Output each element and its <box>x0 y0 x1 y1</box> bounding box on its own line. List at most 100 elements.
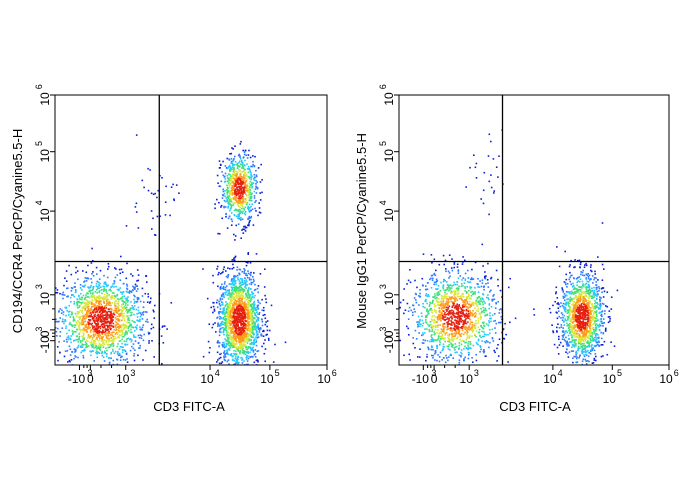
event-dot <box>463 282 466 284</box>
event-dot <box>247 303 250 306</box>
event-dot <box>233 308 235 310</box>
event-dot <box>251 355 254 358</box>
event-dot <box>254 324 256 326</box>
event-dot <box>107 332 109 334</box>
event-dot <box>230 327 233 329</box>
event-dot <box>494 319 496 322</box>
event-dot <box>252 320 254 323</box>
event-dot <box>125 225 128 227</box>
event-dot <box>226 320 229 323</box>
event-dot <box>569 341 571 343</box>
event-dot <box>134 288 136 290</box>
event-dot <box>403 288 405 290</box>
event-dot <box>492 158 495 160</box>
event-dot <box>218 311 220 313</box>
event-dot <box>150 297 152 300</box>
event-dot <box>495 369 497 371</box>
event-dot <box>598 324 600 327</box>
event-dot <box>236 190 238 193</box>
event-dot <box>246 298 249 300</box>
event-dot <box>255 339 258 341</box>
event-dot <box>234 298 237 300</box>
event-dot <box>448 254 451 256</box>
event-dot <box>86 323 89 325</box>
event-dot <box>144 349 147 352</box>
event-dot <box>555 291 557 293</box>
event-dot <box>98 285 101 287</box>
event-dot <box>103 343 106 345</box>
event-dot <box>576 259 579 262</box>
event-dot <box>249 199 252 202</box>
event-dot <box>242 290 245 293</box>
event-dot <box>253 307 256 310</box>
event-dot <box>458 361 461 364</box>
event-dot <box>247 324 249 327</box>
event-dot <box>231 343 234 345</box>
event-dot <box>230 321 233 324</box>
event-dot <box>91 296 93 299</box>
event-dot <box>240 237 242 239</box>
event-dot <box>236 174 238 176</box>
event-dot <box>229 170 232 172</box>
event-dot <box>464 272 467 275</box>
event-dot <box>222 271 224 273</box>
event-dot <box>247 340 249 342</box>
event-dot <box>219 305 222 307</box>
event-dot <box>237 328 240 330</box>
event-dot <box>84 302 87 304</box>
event-dot <box>576 352 578 354</box>
event-dot <box>240 286 243 289</box>
event-dot <box>249 367 251 369</box>
event-dot <box>110 336 113 339</box>
event-dot <box>228 202 231 205</box>
event-dot <box>232 160 234 162</box>
event-dot <box>101 306 104 308</box>
event-dot <box>126 299 128 301</box>
event-dot <box>247 171 250 174</box>
event-dot <box>142 313 145 316</box>
event-dot <box>241 207 243 210</box>
event-dot <box>230 353 233 355</box>
event-dot <box>480 285 483 288</box>
event-dot <box>213 310 216 312</box>
event-dot <box>122 315 125 318</box>
event-dot <box>235 338 237 340</box>
event-dot <box>421 334 423 337</box>
event-dot <box>150 327 153 330</box>
event-dot <box>81 329 84 331</box>
event-dot <box>59 292 61 295</box>
event-dot <box>242 206 244 208</box>
event-dot <box>233 302 236 305</box>
event-dot <box>499 289 502 292</box>
event-dot <box>437 354 439 356</box>
event-dot <box>150 323 153 326</box>
event-dot <box>234 289 236 292</box>
event-dot <box>170 302 173 304</box>
event-dot <box>235 192 238 194</box>
event-dot <box>230 311 233 313</box>
event-dot <box>94 304 96 307</box>
event-dot <box>222 292 224 295</box>
event-dot <box>251 342 254 345</box>
event-dot <box>470 278 472 281</box>
event-dot <box>92 312 94 314</box>
event-dot <box>488 133 491 136</box>
event-dot <box>560 312 563 314</box>
event-dot <box>121 335 124 338</box>
event-dot <box>252 346 254 349</box>
event-dot <box>566 340 568 343</box>
event-dot <box>91 289 93 292</box>
event-dot <box>489 317 491 320</box>
event-dot <box>126 321 128 324</box>
event-dot <box>254 201 256 204</box>
event-dot <box>111 292 114 294</box>
event-dot <box>99 337 101 340</box>
event-dot <box>123 335 125 338</box>
event-dot <box>438 263 441 266</box>
event-dot <box>151 340 153 342</box>
event-dot <box>134 336 137 338</box>
event-dot <box>235 329 237 331</box>
event-dot <box>238 183 241 185</box>
event-dot <box>228 159 231 161</box>
event-dot <box>104 305 106 308</box>
